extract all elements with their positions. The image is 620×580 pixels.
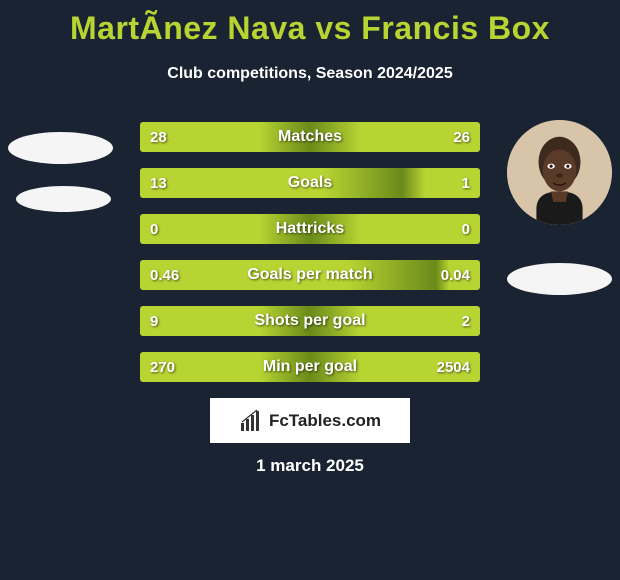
stat-value-right: 2504 — [437, 352, 470, 382]
branding-badge: FcTables.com — [210, 398, 410, 443]
stat-label: Min per goal — [140, 352, 480, 382]
stat-row: 28 Matches 26 — [140, 122, 480, 152]
player-left-avatar-placeholder — [8, 132, 113, 164]
player-right-column — [507, 120, 612, 295]
player-right-name-placeholder — [507, 263, 612, 295]
player-avatar-icon — [507, 120, 612, 225]
stat-value-right: 26 — [453, 122, 470, 152]
stat-row: 9 Shots per goal 2 — [140, 306, 480, 336]
stat-row: 0.46 Goals per match 0.04 — [140, 260, 480, 290]
stat-label: Hattricks — [140, 214, 480, 244]
stat-value-right: 0.04 — [441, 260, 470, 290]
stat-row: 270 Min per goal 2504 — [140, 352, 480, 382]
player-left-name-placeholder — [16, 186, 111, 212]
stat-label: Shots per goal — [140, 306, 480, 336]
branding-text: FcTables.com — [269, 411, 381, 431]
player-right-avatar — [507, 120, 612, 225]
stat-value-right: 2 — [462, 306, 470, 336]
stat-row: 0 Hattricks 0 — [140, 214, 480, 244]
subtitle: Club competitions, Season 2024/2025 — [0, 65, 620, 83]
stats-comparison-chart: 28 Matches 26 13 Goals 1 0 Hattricks 0 0… — [140, 122, 480, 398]
player-left-column — [8, 120, 113, 212]
date-label: 1 march 2025 — [0, 456, 620, 476]
stat-value-right: 0 — [462, 214, 470, 244]
stat-label: Goals per match — [140, 260, 480, 290]
stat-label: Goals — [140, 168, 480, 198]
page-title: MartÃ­nez Nava vs Francis Box — [0, 0, 620, 47]
stat-row: 13 Goals 1 — [140, 168, 480, 198]
branding-logo-icon — [239, 409, 263, 433]
stat-label: Matches — [140, 122, 480, 152]
stat-value-right: 1 — [462, 168, 470, 198]
